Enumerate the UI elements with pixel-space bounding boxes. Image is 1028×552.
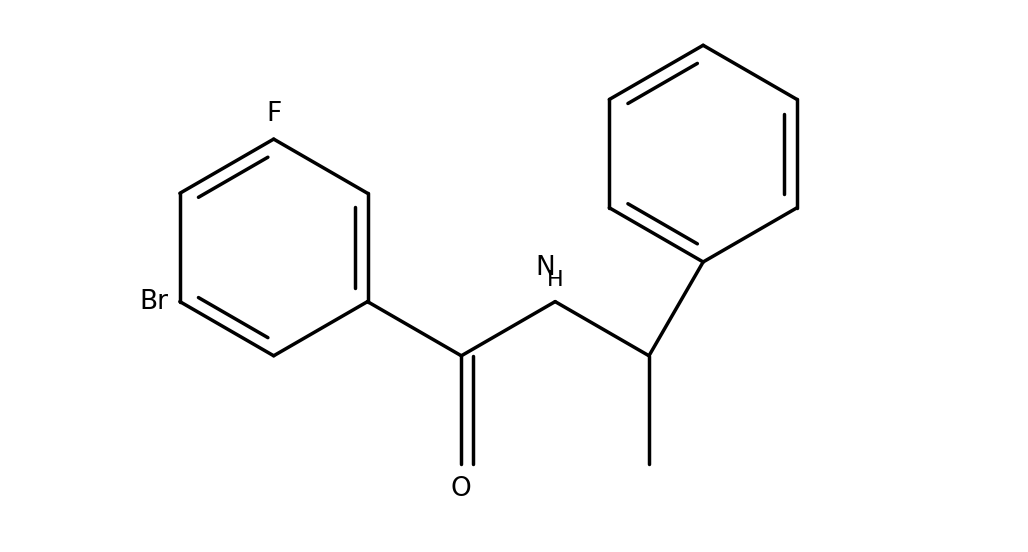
Text: O: O — [451, 476, 472, 502]
Text: N: N — [536, 255, 555, 281]
Text: Br: Br — [139, 289, 168, 315]
Text: F: F — [266, 101, 282, 128]
Text: H: H — [547, 270, 563, 290]
